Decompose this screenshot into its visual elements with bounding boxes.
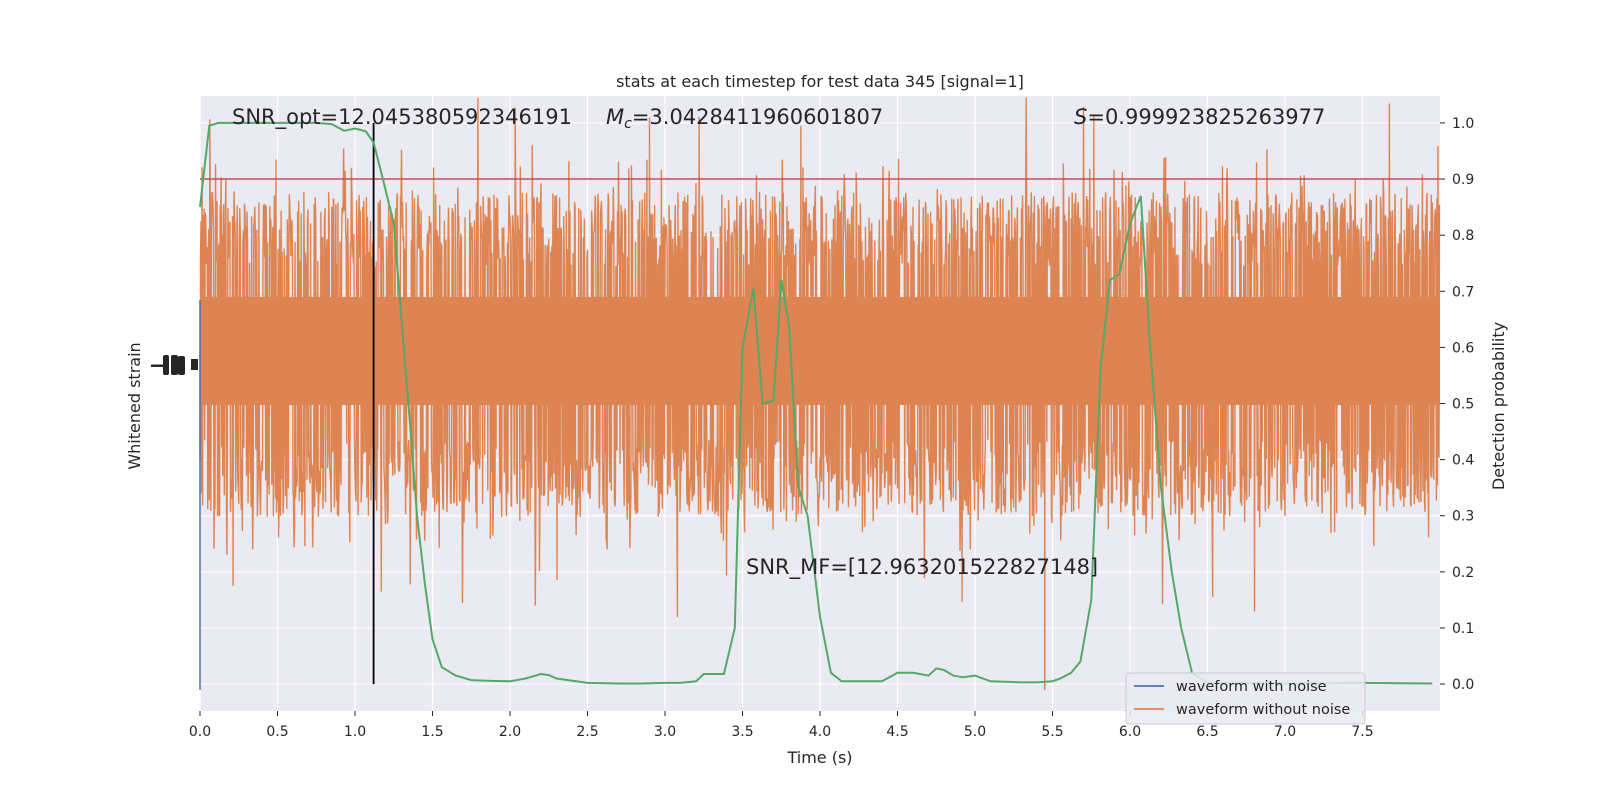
- strain-trace: [199, 97, 1441, 618]
- snr-opt-annotation: SNR_opt=12.045380592346191: [232, 105, 572, 130]
- x-tick-label: 1.0: [344, 724, 366, 740]
- x-tick-label: 1.5: [421, 724, 443, 740]
- x-axis-label: Time (s): [786, 748, 852, 767]
- y-tick-label: 0.4: [1452, 453, 1474, 469]
- y-tick-label: 0.8: [1452, 228, 1474, 244]
- y-tick-label: 0.1: [1452, 621, 1474, 637]
- x-tick-label: 7.0: [1274, 724, 1296, 740]
- legend-box: [1125, 672, 1366, 725]
- s-value: =0.999923825263977: [1087, 105, 1325, 129]
- y-axis-label-right: Detection probability: [1489, 322, 1508, 490]
- x-tick-label: 5.0: [964, 724, 986, 740]
- legend-label-no-noise: waveform without noise: [1176, 702, 1350, 718]
- chirp-mass-symbol: M: [606, 105, 624, 129]
- x-tick-label: 6.5: [1196, 724, 1218, 740]
- x-tick-label: 0.5: [266, 724, 288, 740]
- y-tick-label: 0.9: [1452, 172, 1474, 188]
- y-tick-label: 0.3: [1452, 509, 1474, 525]
- y-tick-label: 0.7: [1452, 284, 1474, 300]
- x-tick-label: 4.5: [886, 724, 908, 740]
- x-tick-label: 3.5: [731, 724, 753, 740]
- x-tick-label: 6.0: [1119, 724, 1141, 740]
- x-tick-label: 3.0: [654, 724, 676, 740]
- legend-label-noise: waveform with noise: [1176, 679, 1327, 695]
- snr-mf-annotation: SNR_MF=[12.963201522827148]: [746, 555, 1098, 580]
- y-ticks-right: 0.0 0.1 0.2 0.3 0.4 0.5 0.6 0.7 0.8 0.9 1.0: [1440, 116, 1474, 693]
- y-tick-label: 1.0: [1452, 116, 1474, 132]
- x-tick-label: 5.5: [1041, 724, 1063, 740]
- y-tick-label: 0.6: [1452, 340, 1474, 356]
- y-tick-label: 0.0: [1452, 677, 1474, 693]
- y-tick-label: 0.5: [1452, 397, 1474, 413]
- chart-title: stats at each timestep for test data 345…: [616, 72, 1024, 91]
- chirp-mass-subscript: c: [624, 116, 632, 132]
- s-annotation: S=0.999923825263977: [1074, 105, 1325, 129]
- x-tick-label: 7.5: [1351, 724, 1373, 740]
- x-tick-label: 2.0: [499, 724, 521, 740]
- y-tick-label: 0.2: [1452, 565, 1474, 581]
- x-tick-label: 4.0: [809, 724, 831, 740]
- left-axis-collapsed-ticks: [151, 355, 198, 375]
- x-tick-label: 2.5: [576, 724, 598, 740]
- chirp-mass-annotation: Mc=3.0428411960601807: [606, 105, 883, 132]
- detection-probability-series: [199, 121, 1433, 685]
- y-axis-label-left: Whitened strain: [125, 342, 144, 469]
- x-tick-label: 0.0: [189, 724, 211, 740]
- strain-dense-band: [200, 297, 1440, 405]
- legend: waveform with noise waveform without noi…: [1125, 672, 1366, 725]
- chirp-mass-value: =3.0428411960601807: [632, 105, 883, 129]
- x-ticks: 0.0 0.5 1.0 1.5 2.0 2.5 3.0 3.5 4.0 4.5 5.0 5.5 6.0 6…: [189, 711, 1374, 740]
- s-symbol: S: [1074, 105, 1087, 129]
